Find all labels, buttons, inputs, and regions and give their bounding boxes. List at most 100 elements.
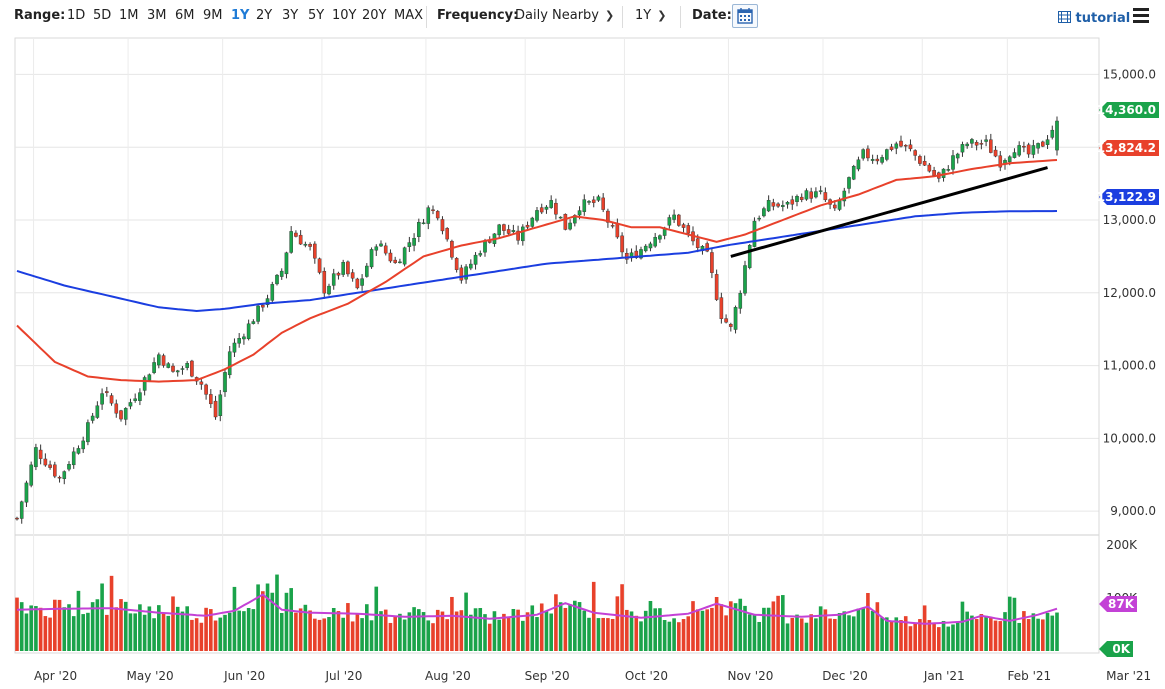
range-button-10y[interactable]: 10Y [332, 8, 357, 23]
candle-body [620, 235, 624, 253]
candle-body [157, 354, 161, 366]
candle-body [511, 230, 516, 232]
range-button-1d[interactable]: 1D [67, 8, 86, 23]
volume-bar [705, 609, 709, 651]
candle-body [119, 410, 123, 420]
period-dropdown[interactable]: 1Y ❯ [635, 8, 666, 23]
range-button-2y[interactable]: 2Y [256, 8, 273, 23]
volume-bar [625, 609, 629, 651]
x-tick-label: May '20 [126, 669, 173, 683]
tutorial-link[interactable]: tutorial [1058, 11, 1130, 26]
date-picker-button[interactable] [732, 4, 758, 28]
candle-body [766, 200, 771, 212]
candle-body [71, 451, 76, 466]
volume-bar [615, 596, 620, 651]
price-tick-label: 9,000.0 [1110, 504, 1156, 518]
candle-body [558, 216, 563, 219]
candle-body [284, 252, 289, 275]
range-button-1m[interactable]: 1M [119, 8, 139, 23]
volume-bar [175, 606, 180, 651]
candle-body [870, 159, 875, 161]
volume-bar [984, 615, 988, 651]
candle-body [123, 408, 128, 420]
volume-bar [270, 592, 275, 651]
frequency-dropdown[interactable]: Daily Nearby ❯ [515, 8, 614, 23]
range-button-max[interactable]: MAX [394, 8, 424, 23]
range-button-9m[interactable]: 9M [203, 8, 223, 23]
candle-body [539, 207, 544, 213]
range-button-5d[interactable]: 5D [93, 8, 112, 23]
volume-bar [833, 618, 837, 651]
candle-body [161, 355, 166, 366]
volume-bar [180, 611, 185, 651]
candle-body [653, 237, 657, 247]
volume-bar [171, 596, 175, 651]
volume-bar [147, 606, 152, 651]
candle-body [681, 224, 686, 228]
x-tick-label: Sep '20 [525, 669, 570, 683]
candle-body [1031, 145, 1036, 155]
candle-body [114, 403, 119, 414]
volume-bar [62, 607, 67, 651]
candle-body [15, 517, 19, 520]
volume-bar [752, 613, 757, 651]
candle-body [587, 201, 591, 203]
divider [680, 6, 681, 28]
volume-bar [719, 604, 724, 651]
hamburger-menu-icon[interactable] [1133, 8, 1149, 24]
volume-ma-badge-shape [1099, 596, 1137, 612]
volume-ma-badge-text: 87K [1108, 597, 1135, 611]
candle-body [464, 266, 468, 280]
range-button-1y[interactable]: 1Y [231, 8, 250, 23]
ma200-badge-shape [1099, 189, 1159, 205]
candle-body [998, 155, 1003, 168]
volume-bar [965, 611, 969, 651]
volume-bar [128, 613, 133, 651]
ma200-badge: 13,122.9 [1097, 189, 1159, 205]
range-button-3m[interactable]: 3M [147, 8, 167, 23]
x-tick-label: Jun '20 [223, 669, 265, 683]
candle-body [95, 405, 100, 418]
volume-bar [733, 603, 738, 651]
range-button-6m[interactable]: 6M [175, 8, 195, 23]
volume-bar [1050, 615, 1055, 651]
volume-bar [431, 623, 435, 651]
volume-bar [204, 607, 208, 651]
divider [622, 6, 623, 28]
divider [426, 6, 427, 28]
candle-body [1022, 145, 1026, 148]
volume-bar [294, 612, 298, 651]
volume-bar [298, 608, 303, 651]
volume-bar [762, 607, 766, 651]
volume-bar [393, 615, 397, 651]
film-icon [1058, 11, 1071, 23]
volume-bar [601, 617, 605, 651]
candle-body [601, 197, 605, 210]
volume-bar [700, 610, 705, 651]
candle-body [417, 222, 421, 237]
candle-body [327, 285, 331, 295]
candle-body [138, 392, 142, 401]
candle-body [771, 202, 776, 207]
candle-body [946, 169, 951, 171]
volume-bar [828, 618, 832, 651]
volume-bar [138, 604, 142, 651]
candle-body [204, 384, 208, 395]
volume-bar [90, 602, 95, 651]
range-button-5y[interactable]: 5Y [308, 8, 325, 23]
volume-bar [922, 605, 927, 651]
candle-body [232, 342, 237, 353]
range-button-20y[interactable]: 20Y [362, 8, 387, 23]
range-button-3y[interactable]: 3Y [282, 8, 299, 23]
candle-body [298, 234, 303, 245]
x-tick-label: Jan '21 [923, 669, 965, 683]
volume-bar [261, 591, 265, 651]
candle-body [355, 278, 360, 289]
volume-bar [1017, 622, 1021, 651]
volume-bar [880, 617, 884, 651]
candle-body [213, 400, 218, 418]
volume-bar [374, 586, 379, 651]
volume-bar [781, 595, 785, 651]
candle-body [502, 224, 506, 231]
